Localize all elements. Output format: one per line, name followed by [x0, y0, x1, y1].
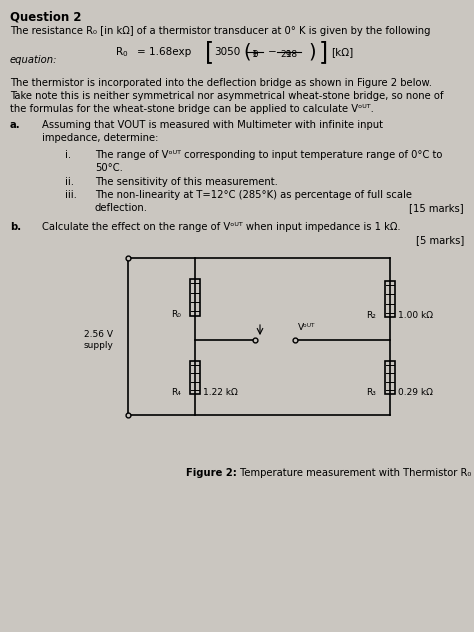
Text: R₀: R₀	[171, 310, 181, 319]
Text: (: (	[243, 42, 250, 61]
Text: The sensitivity of this measurement.: The sensitivity of this measurement.	[95, 177, 278, 187]
Text: R₄: R₄	[171, 389, 181, 398]
Text: [kΩ]: [kΩ]	[331, 47, 353, 57]
Text: ii.: ii.	[65, 177, 74, 187]
Text: 1: 1	[252, 50, 258, 59]
Text: 1: 1	[286, 50, 292, 59]
Text: b.: b.	[10, 222, 21, 232]
Text: R$_0$: R$_0$	[115, 45, 128, 59]
Text: [5 marks]: [5 marks]	[416, 235, 464, 245]
Bar	[190, 361, 200, 394]
Text: 50°C.: 50°C.	[95, 163, 123, 173]
Text: Temperature measurement with Thermistor R₀: Temperature measurement with Thermistor …	[237, 468, 471, 478]
Bar	[190, 279, 200, 315]
Text: The non-linearity at T=12°C (285°K) as percentage of full scale: The non-linearity at T=12°C (285°K) as p…	[95, 190, 412, 200]
Text: [: [	[205, 40, 214, 64]
Text: ): )	[308, 42, 316, 61]
Text: 0.29 kΩ: 0.29 kΩ	[398, 389, 433, 398]
Text: The thermistor is incorporated into the deflection bridge as shown in Figure 2 b: The thermistor is incorporated into the …	[10, 78, 432, 88]
Text: 2.56 V
supply: 2.56 V supply	[83, 331, 113, 349]
Text: ]: ]	[319, 40, 328, 64]
Text: R₃: R₃	[366, 389, 376, 398]
Bar	[385, 281, 395, 317]
Text: Vᵒᵁᵀ: Vᵒᵁᵀ	[298, 323, 316, 332]
Text: Figure 2:: Figure 2:	[186, 468, 237, 478]
Text: Calculate the effect on the range of Vᵒᵁᵀ when input impedance is 1 kΩ.: Calculate the effect on the range of Vᵒᵁ…	[42, 222, 401, 232]
Text: 1.22 kΩ: 1.22 kΩ	[203, 389, 238, 398]
Text: The resistance R₀ [in kΩ] of a thermistor transducer at 0° K is given by the fol: The resistance R₀ [in kΩ] of a thermisto…	[10, 26, 430, 36]
Text: iii.: iii.	[65, 190, 77, 200]
Text: [15 marks]: [15 marks]	[410, 203, 464, 213]
Text: equation:: equation:	[10, 55, 57, 65]
Text: The range of Vᵒᵁᵀ corresponding to input temperature range of 0°C to: The range of Vᵒᵁᵀ corresponding to input…	[95, 150, 442, 160]
Text: a.: a.	[10, 120, 21, 130]
Bar	[385, 361, 395, 394]
Text: Take note this is neither symmetrical nor asymmetrical wheat-stone bridge, so no: Take note this is neither symmetrical no…	[10, 91, 444, 101]
Text: i.: i.	[65, 150, 71, 160]
Text: 3050: 3050	[214, 47, 240, 57]
Text: R₂: R₂	[366, 312, 376, 320]
Text: Question 2: Question 2	[10, 10, 82, 23]
Text: deflection.: deflection.	[95, 203, 148, 213]
Text: the formulas for the wheat-stone bridge can be applied to calculate Vᵒᵁᵀ.: the formulas for the wheat-stone bridge …	[10, 104, 374, 114]
Text: impedance, determine:: impedance, determine:	[42, 133, 158, 143]
Text: −: −	[268, 47, 277, 57]
Text: 1.00 kΩ: 1.00 kΩ	[398, 312, 433, 320]
Text: θ: θ	[252, 50, 258, 59]
Text: = 1.68exp: = 1.68exp	[137, 47, 191, 57]
Text: 298: 298	[281, 50, 298, 59]
Text: Assuming that VOUT is measured with Multimeter with infinite input: Assuming that VOUT is measured with Mult…	[42, 120, 383, 130]
